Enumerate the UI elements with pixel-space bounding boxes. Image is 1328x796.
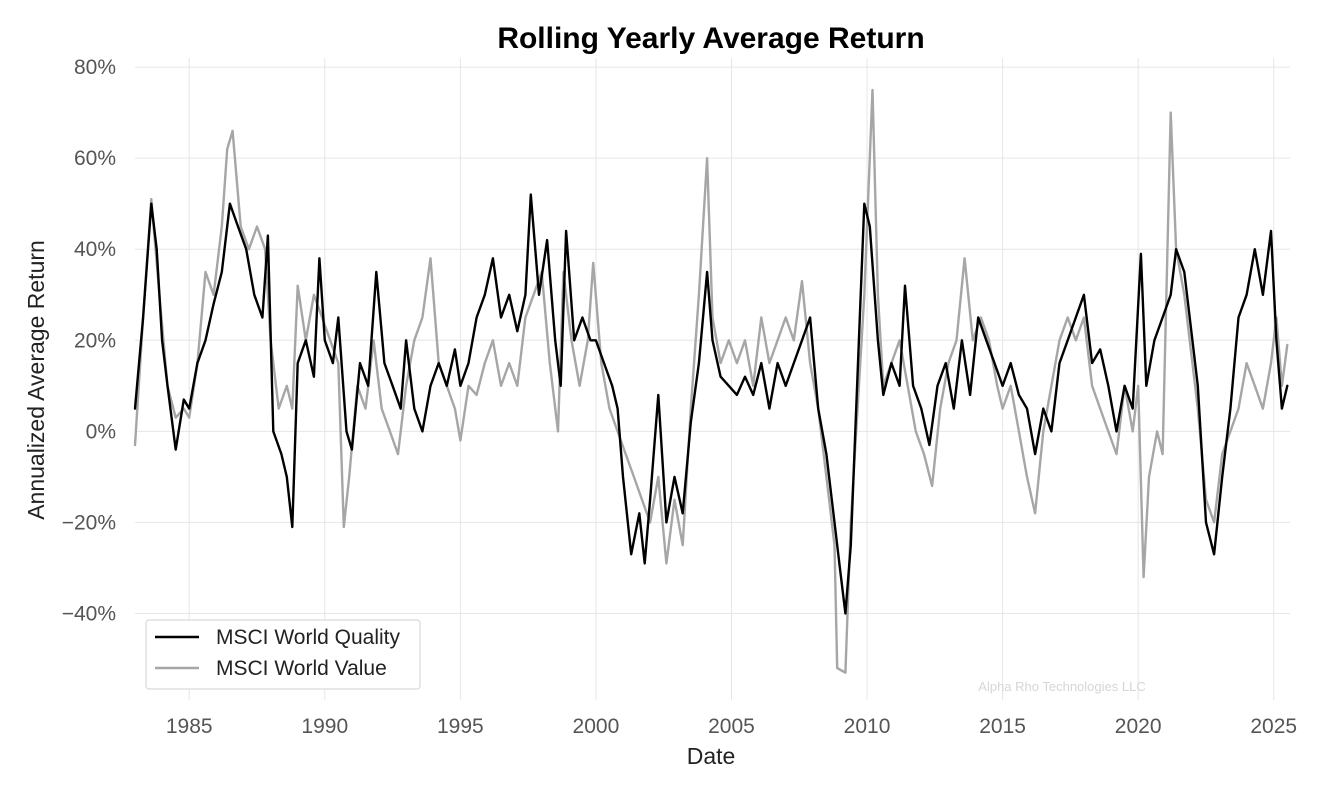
x-tick-label: 2015	[979, 715, 1026, 738]
series-layer	[133, 88, 1289, 674]
x-tick-label: 2025	[1250, 715, 1297, 738]
watermark: Alpha Rho Technologies LLC	[978, 679, 1145, 694]
series-line-quality	[133, 193, 1289, 615]
x-tick-label: 2020	[1115, 715, 1162, 738]
y-tick-label: 60%	[74, 147, 116, 170]
y-tick-label: 20%	[74, 329, 116, 352]
x-tick-label: 1995	[437, 715, 484, 738]
x-axis-label: Date	[687, 743, 736, 769]
y-tick-label: −40%	[62, 602, 116, 625]
legend-label-quality: MSCI World Quality	[216, 626, 400, 649]
chart-title: Rolling Yearly Average Return	[497, 22, 924, 55]
y-tick-label: 40%	[74, 238, 116, 261]
x-tick-label: 1985	[166, 715, 213, 738]
y-tick-label: 0%	[86, 420, 116, 443]
x-tick-label: 2005	[708, 715, 755, 738]
tick-labels: 1985 1990 1995 2000 2005 2010 2015 2020 2025 −40%…	[62, 56, 1297, 738]
legend-box	[145, 619, 421, 690]
y-tick-label: 80%	[74, 56, 116, 79]
x-tick-label: 2000	[573, 715, 620, 738]
legend: MSCI World Quality MSCI World Value	[145, 619, 421, 690]
x-tick-label: 2010	[844, 715, 891, 738]
y-axis-label: Annualized Average Return	[23, 240, 49, 520]
x-tick-label: 1990	[301, 715, 348, 738]
gridlines	[135, 58, 1290, 700]
y-tick-label: −20%	[62, 511, 116, 534]
legend-label-value: MSCI World Value	[216, 657, 387, 680]
